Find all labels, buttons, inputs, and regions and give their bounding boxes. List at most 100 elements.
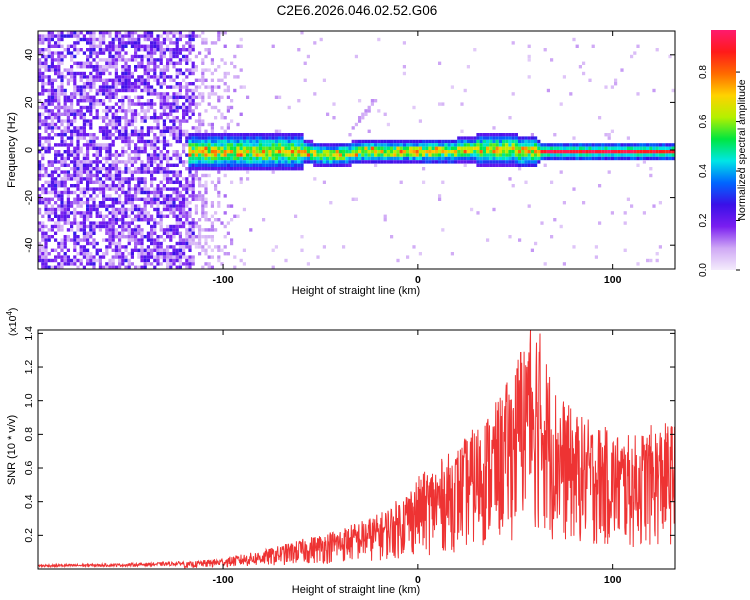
spectrogram-cell <box>182 245 186 249</box>
spectrogram-cell <box>332 150 336 154</box>
spectrogram-cell <box>476 150 480 154</box>
spectrogram-cell <box>178 241 182 246</box>
spectrogram-cell <box>146 143 150 147</box>
spectrogram-cell <box>470 153 474 157</box>
spectrogram-cell <box>166 163 170 167</box>
spectrogram-cell <box>214 228 218 232</box>
spectrogram-cell <box>121 252 125 256</box>
spectrogram-cell <box>102 85 106 89</box>
spectrogram-cell <box>82 126 86 130</box>
spectrogram-cell <box>169 170 173 174</box>
spectrogram-cell <box>47 31 51 35</box>
spectrogram-cell <box>137 170 141 174</box>
spectrogram-cell <box>178 262 182 266</box>
spectrogram-cell <box>82 65 86 69</box>
spectrogram-cell <box>166 173 170 178</box>
spectrogram-cell <box>252 167 256 171</box>
spectrogram-cell <box>162 252 166 256</box>
spectrogram-cell <box>194 129 198 133</box>
colorbar-tick-label: 0.6 <box>698 114 709 128</box>
spectrogram-cell <box>143 48 147 52</box>
spectrogram-cell <box>118 248 122 252</box>
spectrogram-cell <box>111 214 115 218</box>
spectrogram-cell <box>210 204 214 208</box>
spectrogram-cell <box>380 146 384 150</box>
spectrogram-cell <box>550 180 554 184</box>
spectrogram-cell <box>60 153 64 157</box>
spectrogram-cell <box>188 248 192 252</box>
spectrogram-cell <box>210 85 214 89</box>
spectrogram-cell <box>194 177 198 181</box>
spectrogram-cell <box>495 156 499 161</box>
spectrogram-cell <box>41 41 45 45</box>
spectrogram-cell <box>175 163 179 167</box>
spectrogram-cell <box>226 71 230 76</box>
spectrogram-cell <box>60 92 64 96</box>
spectrogram-cell <box>223 136 227 140</box>
spectrogram-cell <box>466 150 470 154</box>
spectrogram-cell <box>70 262 74 266</box>
spectrogram-cell <box>60 211 64 215</box>
spectrogram-cell <box>118 153 122 157</box>
spectrogram-cell <box>137 252 141 256</box>
spectrogram-cell <box>60 245 64 249</box>
spectrogram-cell <box>502 136 506 140</box>
spectrogram-cell <box>41 88 45 93</box>
spectrogram-cell <box>130 221 134 225</box>
spectrogram-cell <box>172 180 176 184</box>
spectrogram-cell <box>332 163 336 167</box>
spectrogram-cell <box>633 146 637 150</box>
spectrogram-cell <box>185 177 189 181</box>
spectrogram-cell <box>156 258 160 263</box>
spectrogram-cell <box>422 167 426 171</box>
spectrogram-cell <box>415 146 419 150</box>
spectrogram-cell <box>86 78 90 82</box>
spectrogram-cell <box>652 88 656 93</box>
spectrogram-cell <box>162 136 166 140</box>
spectrogram-cell <box>428 139 432 144</box>
spectrogram-cell <box>172 173 176 178</box>
spectrogram-cell <box>82 248 86 252</box>
spectrogram-cell <box>169 109 173 113</box>
spectrogram-cell <box>223 129 227 133</box>
spectrogram-cell <box>47 95 51 99</box>
spectrogram-cell <box>146 231 150 235</box>
spectrogram-cell <box>287 133 291 137</box>
spectrogram-cell <box>230 146 234 150</box>
spectrogram-cell <box>345 146 349 150</box>
spectrogram-cell <box>383 139 387 144</box>
spectrogram-cell <box>121 245 125 249</box>
spectrogram-cell <box>278 150 282 154</box>
spectrogram-cell <box>386 156 390 161</box>
spectrogram-cell <box>598 143 602 147</box>
spectrogram-cell <box>137 224 141 229</box>
spectrogram-cell <box>188 241 192 246</box>
spectrogram-cell <box>82 34 86 38</box>
spectrogram-cell <box>422 146 426 150</box>
spectrogram-cell <box>89 44 93 48</box>
spectrogram-cell <box>44 180 48 184</box>
spectrogram-cell <box>121 133 125 137</box>
spectrogram-cell <box>508 163 512 167</box>
spectrogram-cell <box>54 44 58 48</box>
spectrogram-cell <box>143 214 147 218</box>
spectrogram-cell <box>73 75 77 79</box>
spectrogram-cell <box>111 218 115 222</box>
spectrogram-cell <box>220 78 224 82</box>
spectrogram-cell <box>172 224 176 229</box>
snr-y-tick-label: 0.2 <box>23 528 35 543</box>
spectrogram-cell <box>70 143 74 147</box>
spectrogram-cell <box>175 177 179 181</box>
spectrogram-cell <box>153 68 157 72</box>
spectrogram-cell <box>258 167 262 171</box>
spectrogram-cell <box>159 156 163 161</box>
spectrogram-cell <box>134 245 138 249</box>
spectrogram-cell <box>198 163 202 167</box>
spectrogram-cell <box>105 204 109 208</box>
spectrogram-cell <box>153 170 157 174</box>
spectrogram-cell <box>70 105 74 110</box>
spectrogram-cell <box>502 153 506 157</box>
spectrogram-cell <box>124 180 128 184</box>
spectrogram-cell <box>127 109 131 113</box>
spectrogram-cell <box>188 184 192 188</box>
